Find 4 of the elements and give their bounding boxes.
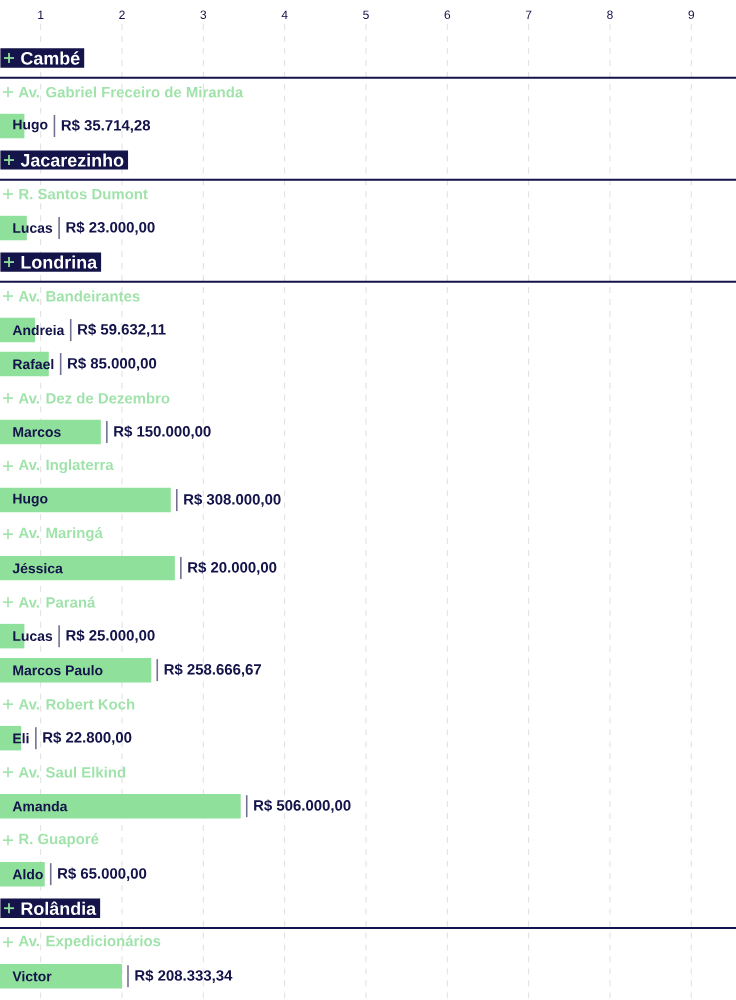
annotation: Jacarezinho	[20, 153, 124, 167]
text: Cambé	[21, 51, 80, 65]
annotation: Londrina	[21, 255, 98, 269]
annotation: Rolândia	[21, 901, 97, 915]
